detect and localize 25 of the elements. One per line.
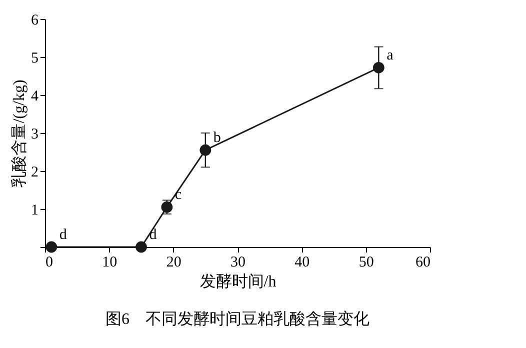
y-tick-label: 3 <box>31 126 38 142</box>
x-tick-label: 50 <box>358 254 374 270</box>
x-tick-label: 60 <box>416 254 430 270</box>
x-axis-title: 发酵时间/h <box>200 272 276 290</box>
annotation: a <box>386 48 394 64</box>
annotation: d <box>59 227 68 243</box>
y-tick-label: 5 <box>31 50 38 66</box>
y-tick-label: 1 <box>31 202 38 218</box>
text: 图6 不同发酵时间豆粕乳酸含量变化 <box>106 310 370 328</box>
annotation: d <box>149 227 158 243</box>
point <box>372 62 384 74</box>
point <box>136 241 147 253</box>
y-axis-title: 乳酸含量/(g/kg) <box>10 80 28 188</box>
x-tick-label: 0 <box>46 254 53 270</box>
x-tick-label: 10 <box>102 254 118 270</box>
y-tick-label: 6 <box>31 12 39 28</box>
point <box>200 144 212 156</box>
x-tick-label: 40 <box>294 254 310 270</box>
x-tick-label: 30 <box>230 254 246 270</box>
annotation: c <box>174 187 182 204</box>
point <box>46 241 58 253</box>
y-tick-label: 4 <box>31 88 39 104</box>
annotation: b <box>213 130 221 146</box>
x-tick-label: 20 <box>166 254 182 270</box>
y-tick-label: 2 <box>31 164 38 180</box>
